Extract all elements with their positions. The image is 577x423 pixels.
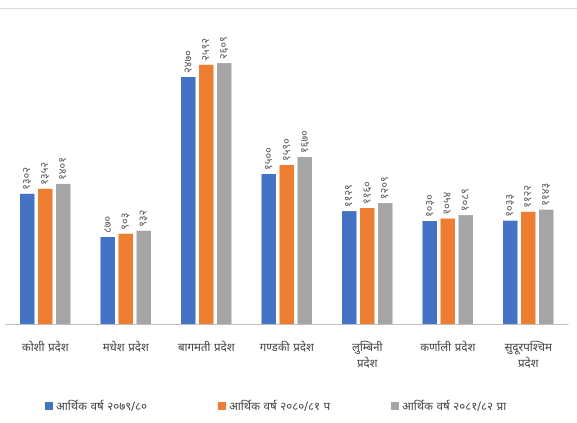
data-label: १०५४: [441, 191, 454, 214]
bar: [118, 233, 133, 324]
data-label: १४०१: [56, 157, 69, 180]
bars-layer: [20, 63, 554, 325]
bar: [422, 221, 437, 324]
data-label: १३०२: [20, 167, 33, 190]
bar: [440, 218, 455, 324]
value-labels-layer: १३०२ १३५२ १४०१ ८७० ९०३ ९३२ २४७० २५९२ २६०९ १५०० १५९…: [20, 36, 552, 233]
bar: [503, 220, 518, 324]
legend-swatch: [391, 402, 399, 410]
data-label: ११६०: [360, 181, 373, 204]
data-label: १६७०: [298, 130, 311, 153]
data-label: १३५२: [38, 162, 51, 185]
bar: [261, 174, 276, 324]
bar: [136, 230, 151, 324]
data-label: १०३०: [423, 194, 436, 217]
data-label: १५००: [262, 147, 275, 170]
data-label: २४७०: [181, 50, 194, 73]
data-label: ८७०: [101, 216, 114, 233]
bar: [38, 188, 53, 324]
bar: [199, 64, 214, 325]
bar: [56, 183, 71, 324]
data-label: ११२९: [342, 184, 355, 207]
data-label: २६०९: [217, 36, 230, 59]
data-label: २५९२: [199, 38, 212, 61]
legend-swatch: [45, 402, 53, 410]
bar: [539, 209, 554, 324]
data-label: १०८९: [459, 188, 472, 211]
bar: [378, 203, 393, 324]
bar: [181, 77, 196, 324]
bar: [458, 215, 473, 324]
category-label: मधेश प्रदेश: [103, 340, 149, 354]
bar: [342, 211, 357, 324]
bar: [100, 237, 115, 324]
category-label: गण्डकी प्रदेश: [260, 340, 314, 354]
legend-label: आर्थिक वर्ष २०८०/८१ प: [229, 399, 331, 413]
bar: [297, 157, 312, 324]
data-label: १०३३: [503, 194, 516, 217]
data-label: ११२२: [521, 185, 534, 208]
bar: [20, 193, 35, 324]
data-label: ९३२: [137, 210, 150, 227]
bar: [521, 211, 536, 324]
legend-label: आर्थिक वर्ष २०८१/८२ प्रा: [402, 399, 507, 413]
category-label: बागमती प्रदेश: [178, 340, 235, 354]
bar: [279, 165, 294, 324]
category-labels-layer: कोशी प्रदेश मधेश प्रदेश बागमती प्रदेश गण्डक…: [22, 340, 553, 370]
category-label: कोशी प्रदेश: [22, 340, 69, 354]
data-label: ११४३: [539, 183, 552, 206]
legend-label: आर्थिक वर्ष २०७९/८०: [56, 399, 147, 413]
bar: [217, 63, 232, 324]
legend: आर्थिक वर्ष २०७९/८० आर्थिक वर्ष २०८०/८१ प…: [45, 399, 507, 413]
bar: [360, 208, 375, 324]
legend-swatch: [218, 402, 226, 410]
data-label: १५९०: [280, 138, 293, 161]
data-label: १२०९: [378, 176, 391, 199]
data-label: ९०३: [119, 213, 132, 230]
category-label: लुम्बिनी प्रदेश: [352, 340, 383, 370]
category-label: सुदूरपश्चिम प्रदेश: [505, 340, 553, 370]
category-label: कर्णाली प्रदेश: [420, 340, 475, 354]
